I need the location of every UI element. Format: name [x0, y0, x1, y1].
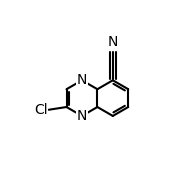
Text: N: N	[108, 35, 118, 49]
Text: Cl: Cl	[34, 103, 48, 117]
Text: N: N	[77, 109, 87, 123]
Text: N: N	[77, 73, 87, 87]
